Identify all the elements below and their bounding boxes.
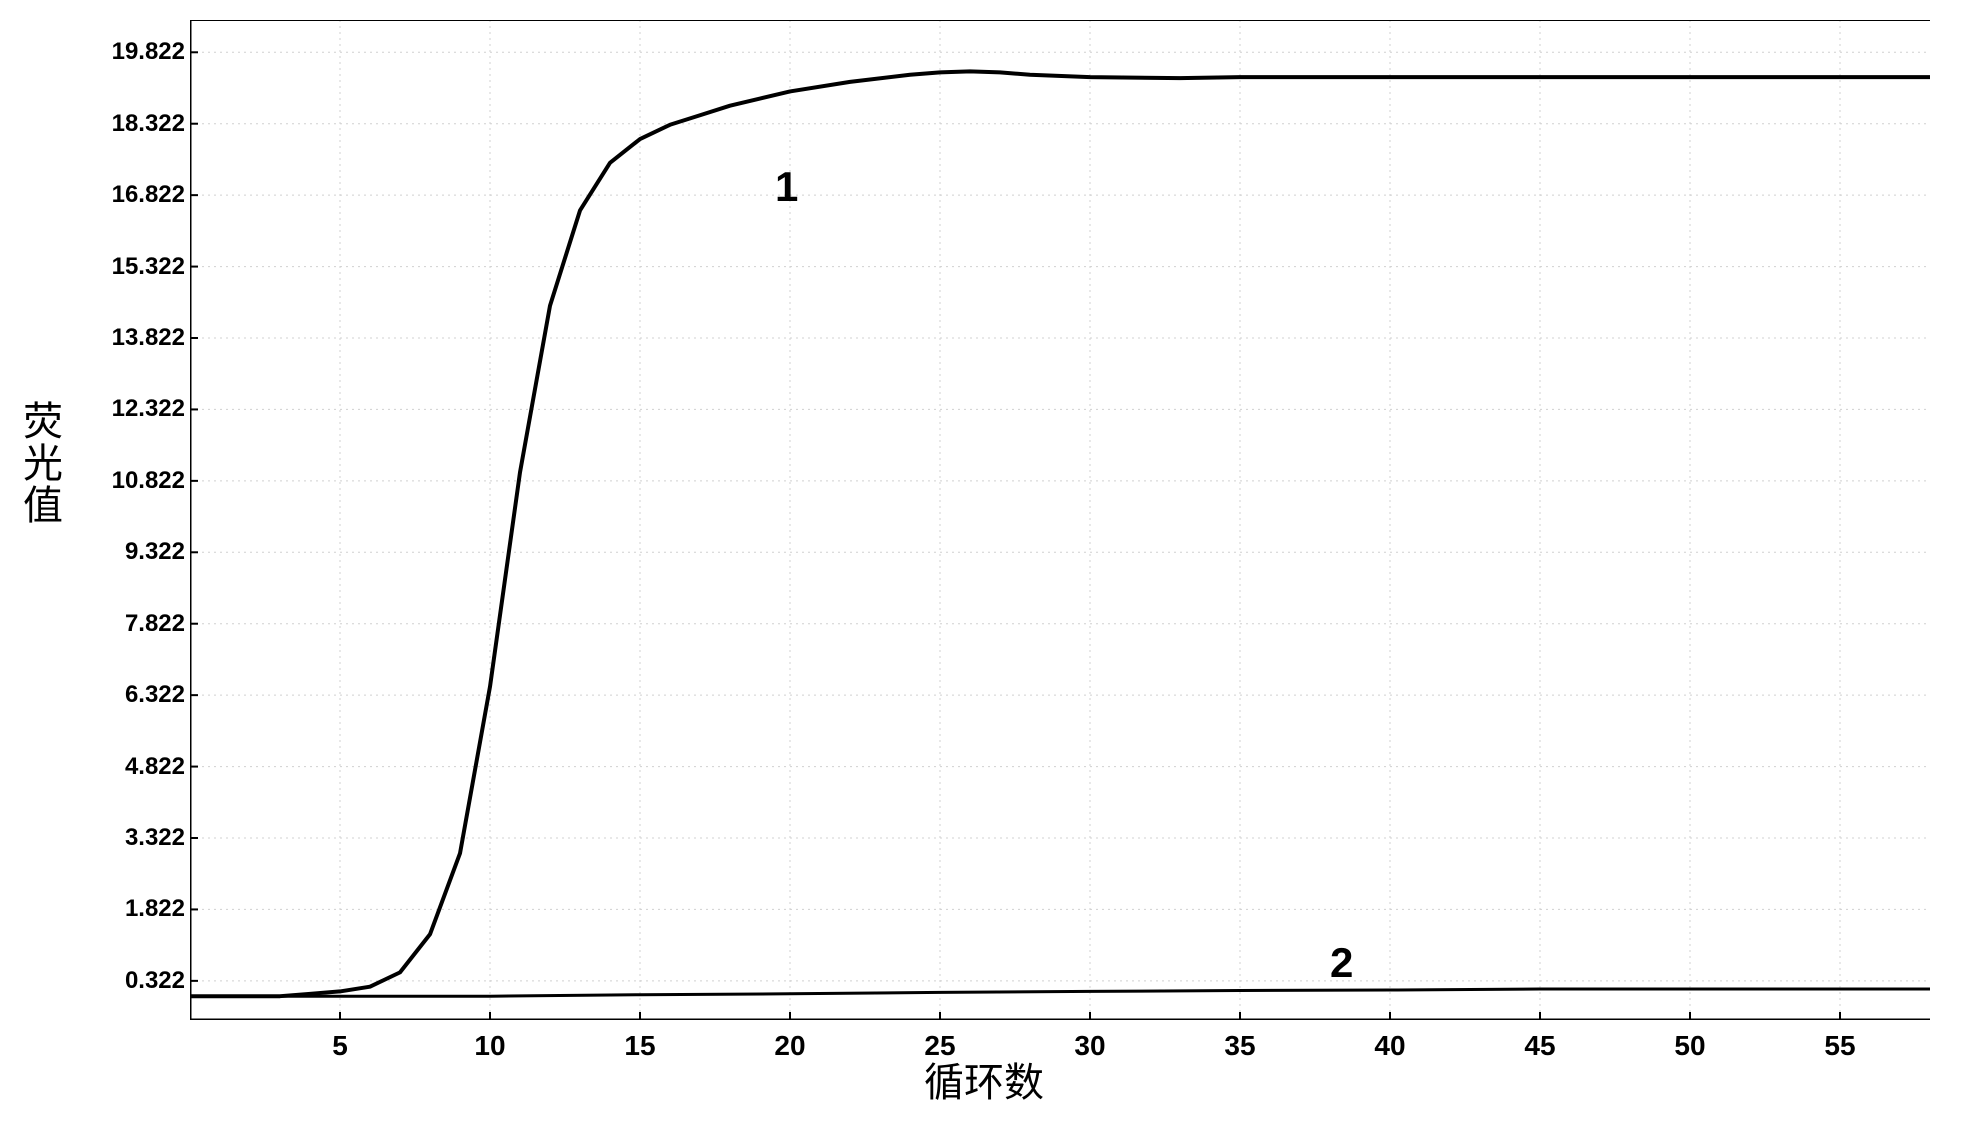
- y-tick-label: 3.322: [125, 824, 185, 852]
- y-tick-label: 1.822: [125, 895, 185, 923]
- y-tick-label: 6.322: [125, 681, 185, 709]
- y-tick-label: 4.822: [125, 753, 185, 781]
- y-tick-label: 16.822: [112, 181, 185, 209]
- plot-svg: [190, 20, 1930, 1020]
- x-tick-label: 25: [924, 1030, 955, 1062]
- y-tick-labels: 0.322 1.822 3.322 4.822 6.322 7.822 9.322 10.82…: [105, 20, 185, 1020]
- y-tick-label: 10.822: [112, 467, 185, 495]
- y-axis-label: 荧光值: [10, 400, 68, 526]
- x-tick-label: 55: [1824, 1030, 1855, 1062]
- plot-area: [190, 20, 1930, 1020]
- x-tick-label: 10: [474, 1030, 505, 1062]
- y-tick-label: 0.322: [125, 967, 185, 995]
- x-tick-label: 40: [1374, 1030, 1405, 1062]
- y-tick-label: 7.822: [125, 610, 185, 638]
- y-tick-label: 18.322: [112, 110, 185, 138]
- x-tick-label: 50: [1674, 1030, 1705, 1062]
- series-curve1: [190, 71, 1930, 996]
- x-tick-label: 5: [332, 1030, 348, 1062]
- y-tick-label: 9.322: [125, 538, 185, 566]
- chart-container: 荧光值 循环数 0.3221.8223.3224.8226.3227.8229.…: [0, 0, 1968, 1128]
- y-tick-label: 12.322: [112, 395, 185, 423]
- series-curve2: [190, 989, 1930, 996]
- y-tick-label: 15.322: [112, 253, 185, 281]
- x-tick-label: 30: [1074, 1030, 1105, 1062]
- x-tick-label: 45: [1524, 1030, 1555, 1062]
- curve-label-curve1: 1: [775, 163, 798, 211]
- x-tick-labels: 5 10 15 20 25 30 35 40 45 50 55: [190, 1030, 1930, 1070]
- y-tick-label: 19.822: [112, 38, 185, 66]
- x-tick-label: 20: [774, 1030, 805, 1062]
- x-tick-label: 35: [1224, 1030, 1255, 1062]
- curve-label-curve2: 2: [1330, 939, 1353, 987]
- x-tick-label: 15: [624, 1030, 655, 1062]
- y-tick-label: 13.822: [112, 324, 185, 352]
